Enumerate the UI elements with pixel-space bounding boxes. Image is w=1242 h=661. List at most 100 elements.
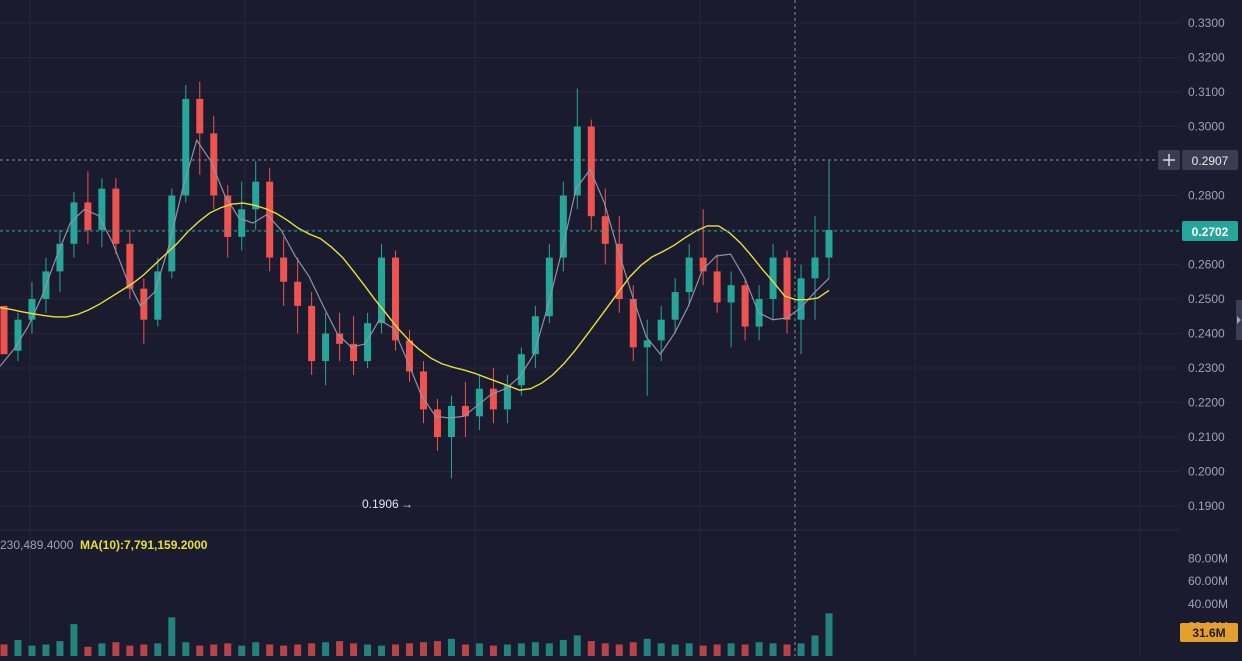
volume-bar	[573, 635, 581, 656]
svg-text:31.6M: 31.6M	[1192, 626, 1225, 640]
candle-body	[433, 409, 441, 437]
volume-bar	[825, 613, 833, 656]
volume-bar	[14, 639, 22, 656]
volume-bar	[336, 641, 344, 656]
volume-bar	[433, 641, 441, 656]
volume-bar	[154, 643, 162, 656]
volume-bar	[769, 643, 777, 656]
candle-body	[685, 257, 693, 293]
volume-bar	[238, 645, 246, 656]
candle-body	[126, 243, 134, 289]
volume-bar	[392, 644, 400, 656]
svg-text:0.2907: 0.2907	[1192, 154, 1229, 168]
volume-bar	[252, 642, 260, 656]
candle-body	[601, 216, 609, 244]
volume-bar	[196, 645, 204, 656]
candle-body	[783, 257, 791, 320]
volume-bar	[294, 644, 302, 656]
crosshair-add-button[interactable]	[1158, 150, 1180, 170]
volume-bar	[531, 642, 539, 656]
candle-body	[671, 292, 679, 320]
candle-body	[475, 388, 483, 417]
price-tick-label: 0.3000	[1188, 120, 1225, 134]
volume-bar	[615, 644, 623, 656]
volume-bar	[280, 645, 288, 656]
volume-bar	[182, 642, 190, 656]
candle-body	[84, 202, 92, 230]
volume-tick-label: 60.00M	[1188, 574, 1228, 588]
volume-bar	[545, 643, 553, 656]
candle-body	[769, 257, 777, 299]
volume-bar	[378, 645, 386, 656]
candle-body	[0, 305, 8, 355]
volume-bar	[671, 644, 679, 656]
volume-bar	[643, 638, 651, 656]
candle-body	[364, 323, 372, 362]
candle-body	[28, 299, 36, 320]
volume-bar	[28, 645, 36, 656]
volume-bar	[629, 642, 637, 656]
candle-body	[573, 126, 581, 196]
volume-bars	[0, 613, 833, 656]
volume-bar	[112, 642, 120, 656]
candle-body	[392, 257, 400, 341]
candle-body	[210, 133, 218, 196]
volume-bar	[0, 644, 8, 656]
grid	[0, 0, 1180, 656]
volume-bar	[713, 644, 721, 656]
candle-body	[224, 195, 232, 237]
candle-body	[238, 209, 246, 237]
candle-body	[531, 316, 539, 355]
price-tick-label: 0.1900	[1188, 499, 1225, 513]
ma-fast-line	[0, 138, 830, 419]
volume-bar	[587, 641, 595, 656]
volume-bar	[475, 643, 483, 656]
volume-bar	[168, 617, 176, 656]
candle-body	[378, 257, 386, 324]
chevron-right-icon	[1237, 316, 1241, 324]
candle-body	[629, 299, 637, 348]
last-price-label: 0.2702	[1182, 221, 1238, 241]
volume-bar	[783, 644, 791, 656]
candle-body	[252, 181, 260, 210]
ma-slow-line	[0, 202, 830, 391]
candle-body	[182, 98, 190, 196]
price-tick-label: 0.3200	[1188, 51, 1225, 65]
volume-bar	[741, 644, 749, 656]
volume-bar	[503, 644, 511, 656]
volume-bar	[601, 643, 609, 656]
candle-body	[741, 285, 749, 327]
volume-bar	[489, 645, 497, 656]
volume-bar	[322, 642, 330, 656]
volume-bar	[559, 639, 567, 656]
volume-bar	[419, 642, 427, 656]
volume-bar	[84, 646, 92, 656]
volume-bar	[797, 643, 805, 656]
collapse-panel-handle[interactable]	[1236, 300, 1242, 340]
candle-body	[559, 195, 567, 258]
candle-body	[657, 319, 665, 341]
volume-tick-label: 80.00M	[1188, 552, 1228, 566]
volume-bar	[727, 643, 735, 656]
svg-text:0.1906: 0.1906	[362, 497, 399, 511]
candle-body	[643, 340, 651, 348]
candle-body	[266, 181, 274, 258]
candle-body	[406, 340, 414, 372]
candle-body	[14, 319, 22, 351]
candle-body	[140, 288, 148, 320]
svg-text:230,489.4000: 230,489.4000	[0, 538, 74, 552]
candle-body	[336, 333, 344, 344]
candle-body	[280, 257, 288, 282]
moving-averages	[0, 138, 830, 419]
candle-body	[545, 257, 553, 317]
volume-bar	[699, 645, 707, 656]
svg-text:MA(10):7,791,159.2000: MA(10):7,791,159.2000	[80, 538, 208, 552]
volume-bar	[517, 643, 525, 656]
price-tick-label: 0.2600	[1188, 258, 1225, 272]
price-tick-label: 0.2500	[1188, 292, 1225, 306]
volume-bar	[224, 643, 232, 656]
price-tick-label: 0.3300	[1188, 16, 1225, 30]
